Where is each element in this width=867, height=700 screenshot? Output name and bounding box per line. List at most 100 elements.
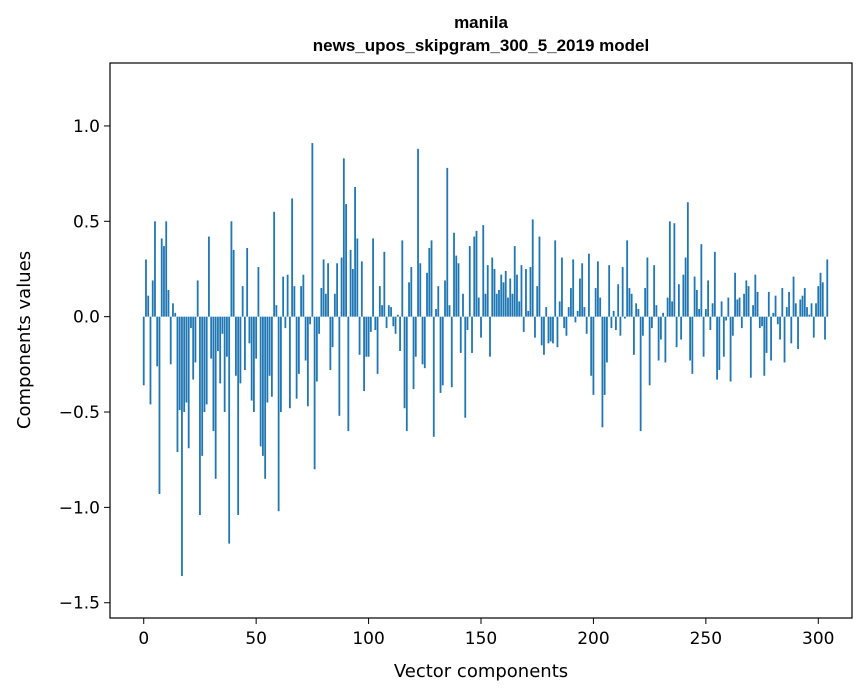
bar-302 — [821, 282, 824, 317]
y-tick-label: −0.5 — [59, 403, 100, 423]
bar-281 — [774, 295, 777, 317]
bar-128 — [430, 240, 433, 317]
bar-298 — [812, 316, 815, 338]
bar-295 — [806, 307, 808, 317]
x-tick-label: 200 — [577, 629, 609, 649]
bar-94 — [354, 186, 356, 317]
bar-117 — [405, 316, 408, 432]
bar-58 — [273, 211, 276, 317]
bar-224 — [646, 257, 649, 317]
bar-168 — [520, 265, 523, 317]
bar-264 — [736, 299, 739, 317]
bar-27 — [203, 316, 206, 413]
bar-230 — [659, 316, 662, 340]
bar-43 — [239, 316, 242, 384]
bar-75 — [311, 143, 314, 317]
bar-88 — [340, 257, 343, 317]
bar-287 — [788, 291, 790, 317]
bar-12 — [169, 316, 172, 365]
bar-222 — [641, 316, 644, 336]
bar-148 — [475, 230, 478, 317]
bar-288 — [790, 316, 793, 344]
bar-280 — [772, 312, 775, 317]
bar-213 — [621, 267, 624, 317]
bar-103 — [374, 316, 377, 331]
bar-4 — [151, 280, 154, 317]
bar-47 — [248, 316, 251, 344]
bar-210 — [615, 316, 617, 331]
bar-45 — [244, 316, 246, 371]
x-tick-label: 100 — [352, 629, 384, 649]
bar-80 — [322, 259, 325, 317]
bar-132 — [439, 316, 442, 393]
x-tick-label: 250 — [690, 629, 722, 649]
bar-29 — [208, 236, 210, 317]
bar-272 — [754, 274, 757, 317]
bar-23 — [194, 316, 197, 363]
bar-154 — [489, 316, 491, 357]
bar-296 — [808, 314, 811, 317]
bar-206 — [606, 316, 608, 363]
bar-147 — [473, 236, 476, 317]
bar-249 — [702, 316, 705, 357]
bar-240 — [682, 274, 685, 317]
bar-91 — [347, 316, 350, 432]
bar-158 — [498, 289, 500, 317]
bar-65 — [288, 316, 291, 409]
bar-69 — [297, 316, 300, 374]
bar-2 — [147, 295, 150, 317]
bar-104 — [376, 316, 379, 374]
bar-109 — [387, 305, 390, 317]
bar-36 — [223, 316, 226, 413]
bar-143 — [464, 316, 467, 418]
bar-203 — [599, 297, 602, 317]
bar-35 — [221, 316, 224, 334]
bar-17 — [181, 316, 183, 577]
bar-9 — [163, 246, 165, 317]
bar-223 — [644, 288, 647, 317]
bar-269 — [747, 286, 750, 317]
bar-169 — [522, 316, 525, 332]
bar-231 — [662, 312, 665, 317]
bar-200 — [592, 316, 595, 395]
bar-51 — [257, 267, 260, 317]
bar-92 — [349, 249, 352, 317]
bar-259 — [725, 316, 727, 321]
bar-267 — [743, 293, 745, 317]
bar-236 — [673, 223, 676, 317]
bar-141 — [459, 316, 462, 353]
bar-57 — [270, 316, 273, 397]
bar-193 — [576, 310, 579, 317]
bar-165 — [513, 246, 516, 317]
bar-130 — [435, 309, 437, 317]
bar-139 — [455, 255, 458, 317]
bar-93 — [351, 268, 354, 317]
bar-100 — [367, 316, 370, 357]
bar-26 — [201, 316, 204, 456]
bar-217 — [630, 293, 633, 317]
y-axis-label: Components values — [14, 251, 35, 429]
bar-211 — [617, 284, 620, 317]
bar-300 — [817, 286, 820, 317]
bar-3 — [149, 316, 152, 405]
bar-299 — [815, 303, 817, 317]
bar-129 — [432, 316, 435, 437]
bar-173 — [531, 219, 534, 317]
bar-6 — [156, 316, 159, 367]
bar-229 — [657, 316, 660, 361]
bar-96 — [358, 316, 361, 355]
bar-137 — [450, 316, 453, 388]
bar-60 — [277, 316, 280, 512]
bar-48 — [250, 316, 253, 401]
bar-73 — [306, 316, 309, 407]
bar-83 — [329, 316, 332, 371]
bar-81 — [324, 293, 327, 317]
bar-40 — [232, 249, 235, 317]
chart-title-line1: manila — [454, 13, 508, 32]
bar-0 — [142, 316, 145, 386]
bar-196 — [583, 307, 586, 317]
bar-62 — [282, 276, 285, 317]
bar-68 — [295, 316, 298, 399]
bar-232 — [664, 316, 667, 363]
y-tick-label: −1.5 — [59, 594, 100, 614]
